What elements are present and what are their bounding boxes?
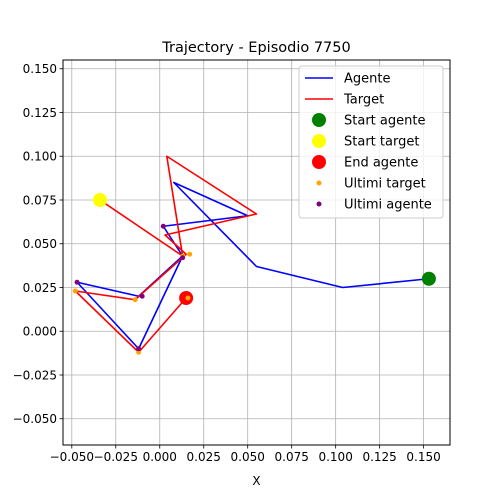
legend-handle-ultimi-agente <box>316 201 322 207</box>
x-tick-label: 0.050 <box>231 450 265 464</box>
marker-ultimi-target <box>187 251 193 257</box>
marker-ultimi-target <box>132 297 138 303</box>
x-tick-label: 0.125 <box>362 450 396 464</box>
y-tick-label: 0.000 <box>23 325 57 339</box>
x-tick-label: 0.075 <box>275 450 309 464</box>
x-tick-label: −0.025 <box>94 450 138 464</box>
legend-label-start-agente: Start agente <box>344 114 425 129</box>
plot-area <box>72 155 436 355</box>
marker-start-target <box>92 193 107 207</box>
chart-title: Trajectory - Episodio 7750 <box>161 40 350 56</box>
legend-handle-start-target <box>312 134 326 148</box>
legend-label-target: Target <box>343 93 384 108</box>
legend-handle-end-agente <box>312 155 326 169</box>
legend-label-agente: Agente <box>344 72 390 87</box>
legend-label-start-target: Start target <box>344 135 419 150</box>
y-tick-label: −0.050 <box>13 412 57 426</box>
y-tick-label: 0.050 <box>23 237 57 251</box>
x-tick-label: 0.025 <box>187 450 221 464</box>
y-tick-label: −0.025 <box>13 368 57 382</box>
marker-ultimi-target <box>185 295 191 301</box>
axes-frame <box>62 59 451 446</box>
legend: Agente Target Start agente Start target End … <box>298 65 444 219</box>
legend-handle-ultimi-target <box>316 180 322 186</box>
y-tick-label: 0.025 <box>23 281 57 295</box>
x-axis-label: X <box>252 474 260 488</box>
legend-label-ultimi-target: Ultimi target <box>344 177 426 192</box>
y-tick-label: 0.100 <box>23 150 57 164</box>
marker-start-agente <box>421 271 436 286</box>
legend-label-end-agente: End agente <box>344 156 418 171</box>
legend-handle-start-agente <box>312 113 326 127</box>
y-tick-label: 0.150 <box>23 62 57 76</box>
marker-ultimi-agente <box>139 293 145 299</box>
y-tick-label: 0.075 <box>23 193 57 207</box>
x-tick-label: 0.150 <box>406 450 440 464</box>
marker-ultimi-agente <box>180 255 186 261</box>
axis-ticks: −0.050 −0.025 0.000 0.025 0.050 0.075 0.100 0.1… <box>13 62 441 464</box>
marker-ultimi-target <box>72 288 78 294</box>
x-tick-label: 0.100 <box>318 450 352 464</box>
legend-label-ultimi-agente: Ultimi agente <box>344 198 432 213</box>
marker-ultimi-target <box>136 349 142 355</box>
marker-ultimi-agente <box>160 223 166 229</box>
y-tick-label: 0.125 <box>23 106 57 120</box>
x-tick-label: −0.050 <box>50 450 94 464</box>
legend-box <box>298 65 444 219</box>
marker-ultimi-agente <box>136 346 142 352</box>
marker-ultimi-agente <box>74 279 80 285</box>
series-line-target <box>74 155 258 354</box>
x-tick-label: 0.000 <box>143 450 177 464</box>
